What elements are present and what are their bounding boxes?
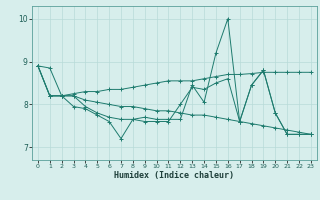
X-axis label: Humidex (Indice chaleur): Humidex (Indice chaleur) [115, 171, 234, 180]
